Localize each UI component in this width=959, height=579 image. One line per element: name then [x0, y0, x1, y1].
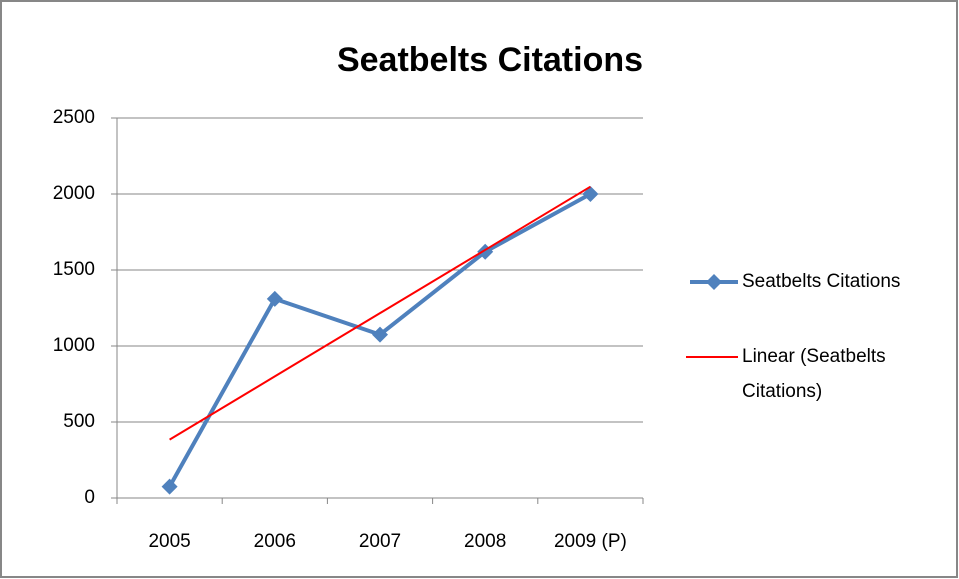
- marker: [161, 478, 178, 495]
- y-tick-label: 1500: [53, 259, 95, 280]
- x-tick-label: 2008: [464, 531, 506, 552]
- chart-title: Seatbelts Citations: [337, 41, 643, 79]
- x-tick-label: 2006: [254, 531, 296, 552]
- y-tick-label: 2500: [53, 107, 95, 128]
- x-tick-label: 2005: [148, 531, 190, 552]
- marker: [372, 326, 388, 343]
- x-tick-label: 2007: [359, 531, 401, 552]
- legend-label: Seatbelts Citations: [742, 271, 901, 292]
- y-tick-label: 500: [63, 411, 95, 432]
- y-tick-label: 0: [84, 487, 95, 508]
- trendline: [169, 185, 591, 441]
- legend-label: Linear (Seatbelts Citations): [742, 346, 886, 402]
- legend-marker: [706, 274, 722, 290]
- x-tick-label: 2009 (P): [554, 531, 627, 552]
- y-tick-label: 2000: [53, 183, 95, 204]
- y-tick-label: 1000: [53, 335, 95, 356]
- marker: [266, 290, 283, 307]
